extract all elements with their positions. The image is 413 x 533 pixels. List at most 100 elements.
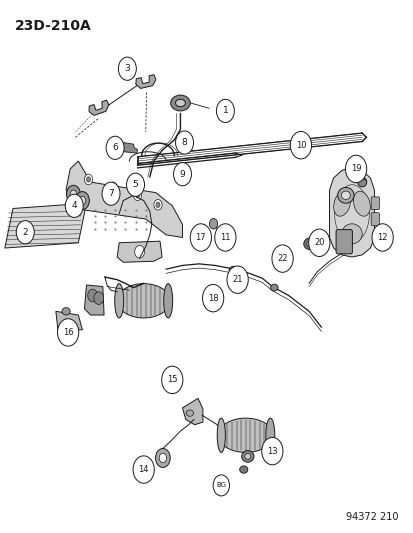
Circle shape <box>16 221 34 244</box>
Polygon shape <box>121 142 137 153</box>
Ellipse shape <box>341 191 349 199</box>
Circle shape <box>154 199 161 210</box>
Circle shape <box>271 245 292 272</box>
Text: 15: 15 <box>166 375 177 384</box>
Ellipse shape <box>170 95 190 111</box>
Circle shape <box>75 191 89 209</box>
Circle shape <box>102 182 120 205</box>
Circle shape <box>133 456 154 483</box>
Text: 21: 21 <box>232 275 242 284</box>
Text: 8: 8 <box>181 138 187 147</box>
Ellipse shape <box>217 418 225 453</box>
Circle shape <box>94 292 103 304</box>
FancyBboxPatch shape <box>370 213 378 225</box>
Text: 94372 210: 94372 210 <box>346 512 398 522</box>
Text: 18: 18 <box>207 294 218 303</box>
Ellipse shape <box>337 188 353 203</box>
Circle shape <box>135 192 139 198</box>
Circle shape <box>156 202 160 207</box>
Circle shape <box>173 163 191 186</box>
Circle shape <box>175 131 193 154</box>
Circle shape <box>344 155 366 183</box>
Circle shape <box>213 475 229 496</box>
Circle shape <box>209 219 217 229</box>
Polygon shape <box>84 285 104 315</box>
Text: BG: BG <box>216 482 226 488</box>
Text: 16: 16 <box>63 328 73 337</box>
Text: 7: 7 <box>108 189 114 198</box>
Text: 20: 20 <box>313 238 324 247</box>
Text: 14: 14 <box>138 465 149 474</box>
Text: 10: 10 <box>295 141 306 150</box>
Ellipse shape <box>117 284 170 318</box>
Circle shape <box>202 285 223 312</box>
Ellipse shape <box>341 224 361 244</box>
Circle shape <box>214 224 235 251</box>
Polygon shape <box>135 75 156 88</box>
Circle shape <box>261 438 282 465</box>
Polygon shape <box>5 203 86 248</box>
Circle shape <box>57 319 78 346</box>
Ellipse shape <box>175 99 185 107</box>
Ellipse shape <box>163 284 172 318</box>
Circle shape <box>190 224 211 251</box>
Circle shape <box>118 57 136 80</box>
Polygon shape <box>89 100 109 115</box>
Circle shape <box>66 185 80 203</box>
Ellipse shape <box>62 308 70 315</box>
Circle shape <box>65 194 83 217</box>
Ellipse shape <box>357 177 366 187</box>
Text: 23D-210A: 23D-210A <box>15 19 92 33</box>
Circle shape <box>111 185 115 190</box>
Circle shape <box>226 266 248 293</box>
Polygon shape <box>329 167 373 257</box>
Circle shape <box>371 224 392 251</box>
Circle shape <box>216 99 234 123</box>
Polygon shape <box>56 311 82 330</box>
Text: 3: 3 <box>124 64 130 73</box>
Circle shape <box>84 174 93 185</box>
Ellipse shape <box>303 238 315 249</box>
Ellipse shape <box>306 241 313 247</box>
Text: 2: 2 <box>22 228 28 237</box>
Text: 4: 4 <box>71 201 77 211</box>
Circle shape <box>161 366 183 393</box>
Circle shape <box>133 190 141 200</box>
Ellipse shape <box>114 284 123 318</box>
Text: 19: 19 <box>350 164 361 173</box>
Ellipse shape <box>228 266 237 274</box>
Text: 9: 9 <box>179 169 185 179</box>
FancyBboxPatch shape <box>335 230 351 254</box>
FancyBboxPatch shape <box>370 197 378 209</box>
Ellipse shape <box>270 284 278 291</box>
Ellipse shape <box>333 191 350 216</box>
Text: 5: 5 <box>132 180 138 189</box>
Polygon shape <box>117 241 161 262</box>
Circle shape <box>79 196 85 205</box>
Circle shape <box>159 453 166 463</box>
Circle shape <box>126 173 144 196</box>
Circle shape <box>109 182 117 192</box>
Ellipse shape <box>244 454 250 459</box>
Ellipse shape <box>241 450 253 462</box>
Ellipse shape <box>218 418 273 453</box>
Text: 11: 11 <box>220 233 230 242</box>
Polygon shape <box>66 161 182 238</box>
Text: 6: 6 <box>112 143 118 152</box>
Text: 1: 1 <box>222 107 228 116</box>
Circle shape <box>155 448 170 467</box>
Circle shape <box>86 177 90 182</box>
Ellipse shape <box>239 466 247 473</box>
Circle shape <box>290 132 311 159</box>
Circle shape <box>134 245 144 258</box>
Text: 17: 17 <box>195 233 206 242</box>
Text: 22: 22 <box>277 254 287 263</box>
Text: 13: 13 <box>266 447 277 456</box>
Circle shape <box>106 136 124 159</box>
Ellipse shape <box>186 410 193 416</box>
Text: 12: 12 <box>377 233 387 242</box>
Circle shape <box>70 190 76 198</box>
Circle shape <box>88 289 97 302</box>
Ellipse shape <box>353 191 370 216</box>
Ellipse shape <box>265 418 274 453</box>
